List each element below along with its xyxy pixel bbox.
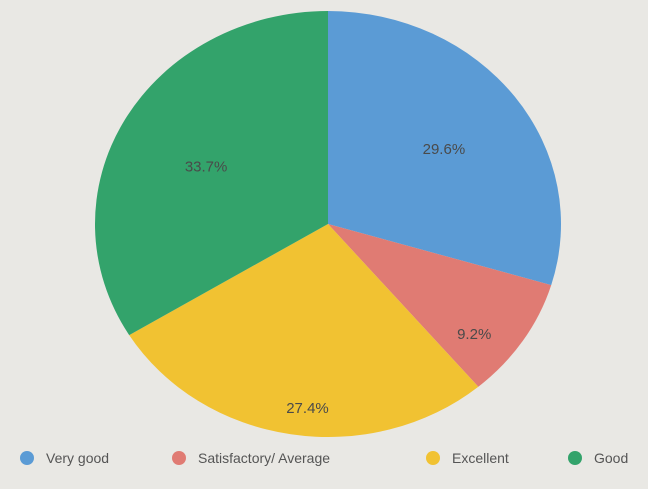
legend-label-very-good: Very good [46,450,110,466]
legend-swatch-good [568,451,582,465]
legend-item-good: Good [568,450,628,466]
pie-slice-very-good [328,11,561,286]
data-label-excellent: 27.4% [286,400,329,417]
legend-swatch-very-good [20,451,34,465]
data-label-very-good: 29.6% [423,141,466,158]
legend-item-very-good: Very good [20,450,109,466]
legend: Very good Satisfactory/ Average Excellen… [0,444,648,484]
pie-slice-excellent [129,224,479,438]
data-label-satisfactory-average: 9.2% [457,326,491,343]
legend-label-excellent: Excellent [452,450,509,466]
pie-slice-satisfactory-average [328,224,552,387]
legend-swatch-excellent [426,451,440,465]
legend-swatch-satisfactory-average [172,451,186,465]
legend-item-satisfactory-average: Satisfactory/ Average [172,450,330,466]
data-label-good: 33.7% [185,159,228,176]
legend-label-good: Good [594,450,629,466]
legend-item-excellent: Excellent [426,450,509,466]
legend-label-satisfactory-average: Satisfactory/ Average [198,450,331,466]
pie-slice-good [94,11,329,336]
